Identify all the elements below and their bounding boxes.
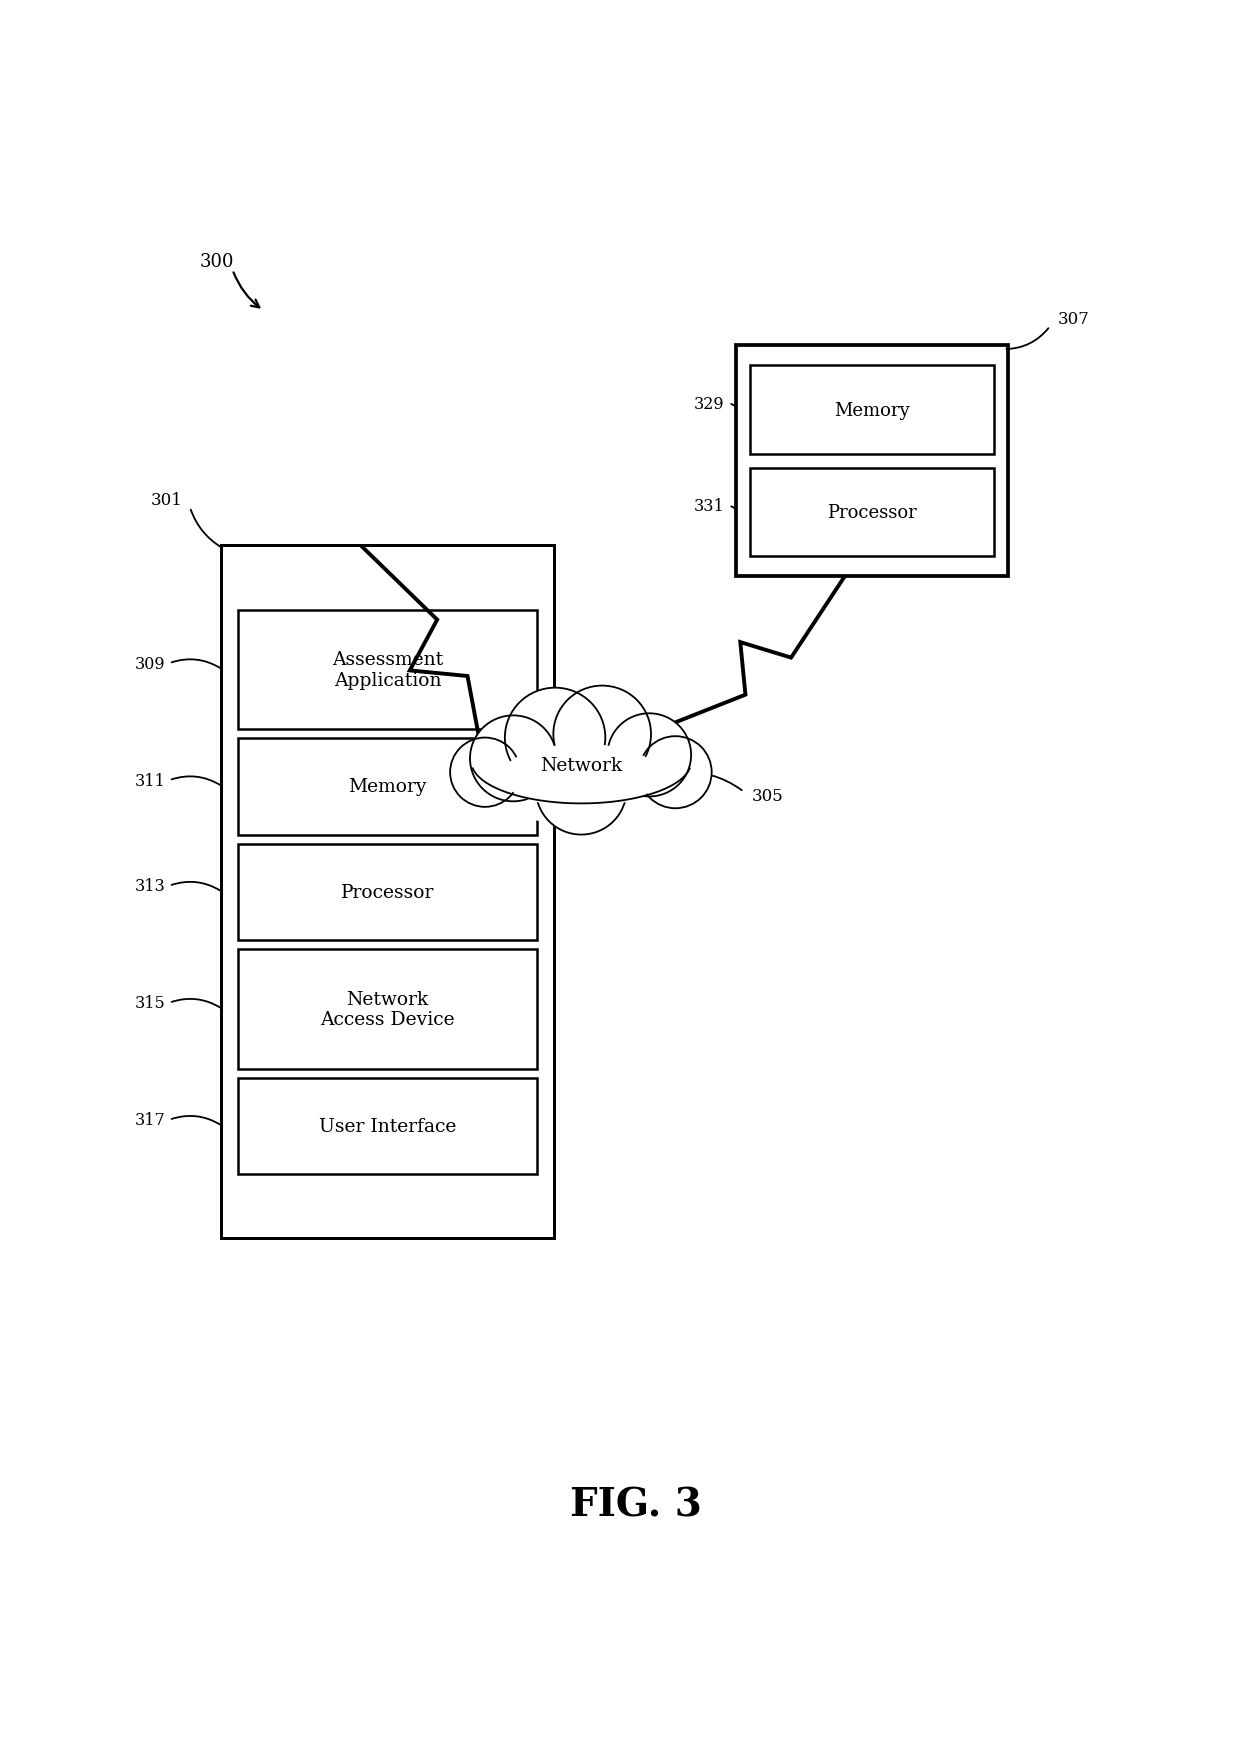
Ellipse shape bbox=[466, 714, 697, 825]
Circle shape bbox=[608, 714, 691, 797]
Bar bbox=[238, 611, 537, 730]
Circle shape bbox=[553, 686, 651, 783]
Bar bbox=[238, 949, 537, 1069]
Circle shape bbox=[470, 716, 557, 802]
Circle shape bbox=[450, 739, 520, 807]
Circle shape bbox=[505, 688, 605, 788]
Text: 331: 331 bbox=[694, 498, 724, 514]
Circle shape bbox=[549, 739, 613, 800]
Text: FIG. 3: FIG. 3 bbox=[569, 1485, 702, 1523]
Bar bbox=[238, 844, 537, 941]
Bar bbox=[750, 367, 993, 455]
Circle shape bbox=[639, 737, 712, 809]
Text: 315: 315 bbox=[134, 995, 165, 1011]
Ellipse shape bbox=[502, 746, 660, 807]
Text: Network
Access Device: Network Access Device bbox=[320, 990, 455, 1028]
Bar bbox=[238, 1078, 537, 1174]
Text: 309: 309 bbox=[134, 655, 165, 672]
Text: Memory: Memory bbox=[835, 402, 910, 419]
Text: 305: 305 bbox=[751, 788, 784, 806]
Text: 300: 300 bbox=[200, 253, 234, 270]
Text: User Interface: User Interface bbox=[319, 1118, 456, 1135]
Bar bbox=[737, 346, 1007, 577]
Text: 317: 317 bbox=[134, 1111, 165, 1128]
Text: 301: 301 bbox=[150, 491, 182, 509]
Text: Processor: Processor bbox=[341, 883, 434, 902]
Text: 311: 311 bbox=[134, 772, 165, 790]
Text: 329: 329 bbox=[694, 395, 724, 412]
Bar bbox=[238, 739, 537, 835]
Text: Processor: Processor bbox=[827, 504, 916, 521]
Text: 313: 313 bbox=[134, 878, 165, 895]
Text: 307: 307 bbox=[1058, 311, 1090, 328]
Text: Assessment
Application: Assessment Application bbox=[332, 651, 443, 690]
Text: Network: Network bbox=[541, 756, 622, 774]
Circle shape bbox=[536, 746, 626, 835]
Bar bbox=[750, 469, 993, 556]
Bar bbox=[221, 546, 554, 1239]
Text: Memory: Memory bbox=[348, 777, 427, 797]
